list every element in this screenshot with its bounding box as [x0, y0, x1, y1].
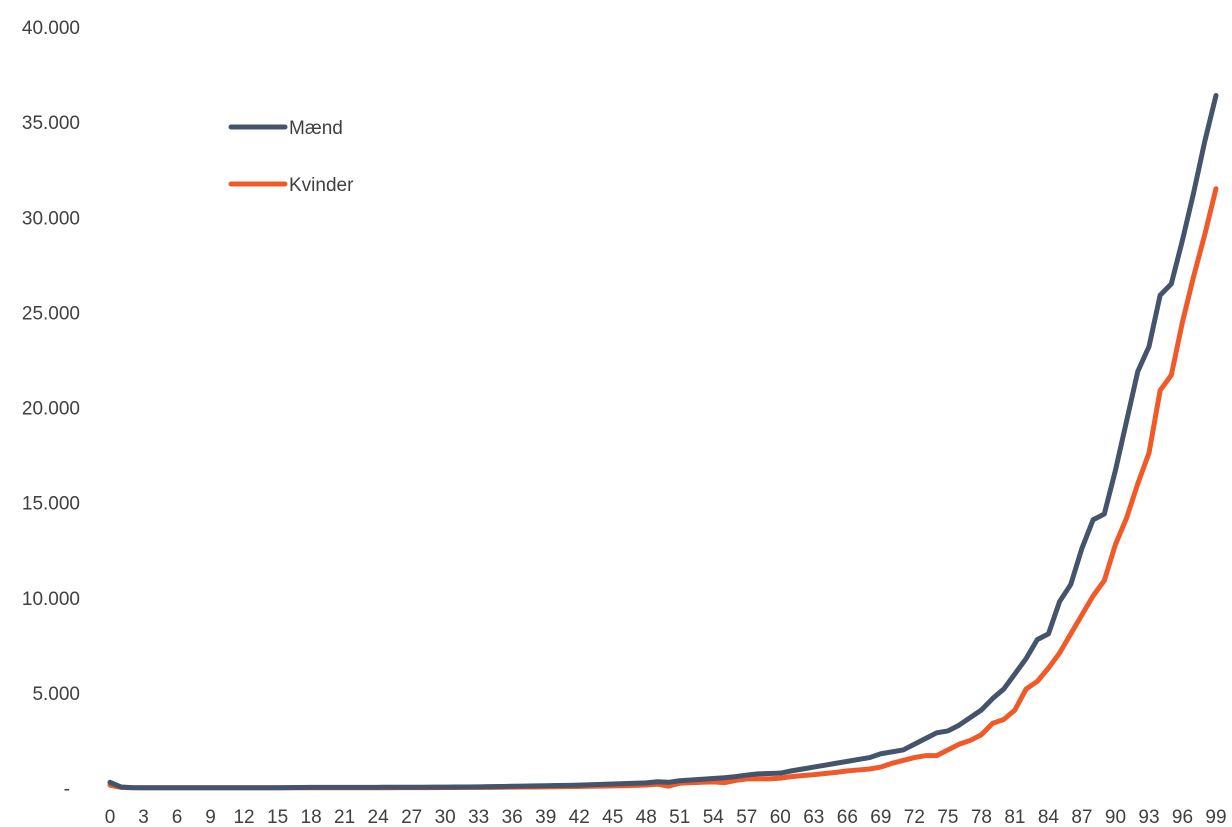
x-tick-label: 18: [301, 807, 322, 827]
x-tick-label: 45: [602, 807, 623, 827]
x-tick-label: 78: [971, 807, 992, 827]
x-tick-label: 27: [401, 807, 422, 827]
x-tick-label: 84: [1038, 807, 1060, 827]
x-tick-label: 81: [1004, 807, 1025, 827]
x-axis: 0 3 6 9 12 15 18 21 24 27 30 33 36 39 42 45 48 51 54 57 60 63…: [105, 807, 1227, 827]
x-tick-label: 0: [105, 807, 116, 827]
x-tick-label: 39: [535, 807, 556, 827]
y-tick-label: 30.000: [22, 208, 80, 229]
x-tick-label: 57: [736, 807, 757, 827]
x-tick-label: 66: [837, 807, 858, 827]
x-tick-label: 75: [937, 807, 958, 827]
x-tick-label: 96: [1172, 807, 1193, 827]
x-tick-label: 15: [267, 807, 288, 827]
legend-label-kvinder: Kvinder: [289, 175, 354, 196]
legend: Mænd Kvinder: [228, 118, 354, 196]
x-tick-label: 69: [870, 807, 891, 827]
x-tick-label: 21: [334, 807, 355, 827]
y-tick-label: 40.000: [22, 18, 80, 39]
x-tick-label: 90: [1105, 807, 1126, 827]
x-tick-label: 54: [703, 807, 725, 827]
y-axis: - 5.000 10.000 15.000 20.000 25.000 30.000 35.0…: [22, 18, 80, 800]
x-tick-label: 93: [1138, 807, 1159, 827]
x-tick-label: 99: [1205, 807, 1226, 827]
x-tick-label: 3: [138, 807, 149, 827]
x-tick-label: 9: [205, 807, 216, 827]
x-tick-label: 48: [636, 807, 657, 827]
legend-label-maend: Mænd: [289, 118, 343, 139]
y-tick-label: 15.000: [22, 494, 80, 515]
x-tick-label: 60: [770, 807, 791, 827]
x-tick-label: 30: [435, 807, 456, 827]
y-tick-label: 25.000: [22, 303, 80, 324]
x-tick-label: 51: [669, 807, 690, 827]
x-tick-label: 12: [233, 807, 254, 827]
series-line-maend: [107, 92, 1219, 791]
x-tick-label: 63: [803, 807, 824, 827]
series-line-kvinder: [107, 186, 1219, 791]
y-tick-label: 10.000: [22, 589, 80, 610]
x-tick-label: 42: [569, 807, 590, 827]
plot-area: [107, 92, 1219, 791]
x-tick-label: 36: [502, 807, 523, 827]
y-tick-label: -: [64, 779, 70, 800]
y-tick-label: 5.000: [32, 684, 80, 705]
x-tick-label: 6: [172, 807, 183, 827]
x-tick-label: 87: [1071, 807, 1092, 827]
x-tick-label: 72: [904, 807, 925, 827]
x-tick-label: 33: [468, 807, 489, 827]
x-tick-label: 24: [368, 807, 390, 827]
y-tick-label: 35.000: [22, 113, 80, 134]
y-tick-label: 20.000: [22, 399, 80, 420]
